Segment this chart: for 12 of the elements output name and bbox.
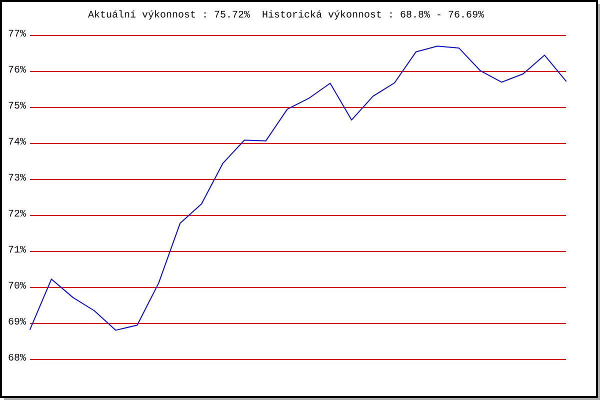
y-tick-label: 68% [8,354,26,364]
y-tick-label: 77% [8,30,26,40]
y-tick-label: 72% [8,210,26,220]
line-series [30,46,566,331]
y-tick-label: 76% [8,66,26,76]
y-tick-label: 71% [8,246,26,256]
chart-title: Aktuální výkonnost : 75.72% Historická výkonnost : 68.8% - 76.69% [88,10,484,22]
y-tick-label: 69% [8,318,26,328]
y-tick-label: 74% [8,138,26,148]
y-tick-label: 73% [8,174,26,184]
y-tick-label: 70% [8,282,26,292]
y-tick-label: 75% [8,102,26,112]
